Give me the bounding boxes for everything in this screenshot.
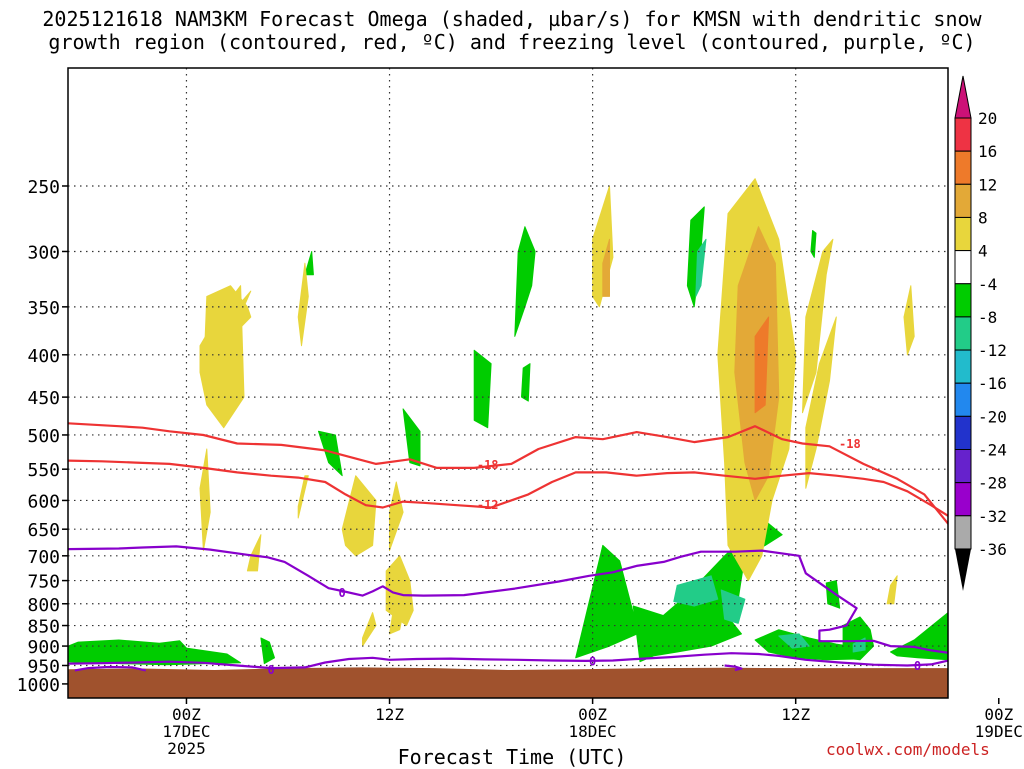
- colorbar-swatch-8: [955, 383, 971, 416]
- omega-region-15: [474, 350, 491, 427]
- colorbar-swatch-4: [955, 251, 971, 284]
- colorbar-swatch-9: [955, 416, 971, 449]
- colorbar-swatch-12: [955, 516, 971, 549]
- colorbar-label-2: 12: [978, 175, 997, 194]
- contour-label-5: 0: [589, 654, 596, 668]
- colorbar-label-3: 8: [978, 208, 988, 227]
- colorbar-swatch-11: [955, 483, 971, 516]
- colorbar-swatch-3: [955, 217, 971, 250]
- y-tick-label-800: 800: [27, 595, 60, 616]
- colorbar-swatch-1: [955, 151, 971, 184]
- y-tick-label-700: 700: [27, 547, 60, 568]
- y-tick-label-300: 300: [27, 242, 60, 263]
- colorbar-label-6: -8: [978, 308, 997, 327]
- colorbar-swatch-5: [955, 284, 971, 317]
- contour-label-4: 0: [267, 663, 274, 677]
- colorbar-label-9: -20: [978, 407, 1007, 426]
- colorbar-label-8: -16: [978, 374, 1007, 393]
- colorbar-top-arrow: [955, 76, 971, 118]
- omega-region-21: [522, 364, 531, 401]
- colorbar-swatch-2: [955, 184, 971, 217]
- terrain-fill: [68, 667, 948, 698]
- y-tick-label-650: 650: [27, 520, 60, 541]
- y-tick-label-600: 600: [27, 491, 60, 512]
- colorbar-bottom-arrow: [955, 549, 971, 591]
- colorbar-swatch-6: [955, 317, 971, 350]
- contour-label-1: -12: [477, 498, 499, 512]
- terrain-area: [68, 667, 948, 698]
- contour-label-0: -18: [477, 458, 499, 472]
- y-tick-label-750: 750: [27, 572, 60, 593]
- colorbar: 20 16 12 8 4 -4 -8 -12 -16 -20 -24 -28 -32 -36: [955, 76, 1007, 591]
- y-tick-label-550: 550: [27, 460, 60, 481]
- y-tick-label-850: 850: [27, 617, 60, 638]
- colorbar-label-5: -4: [978, 275, 997, 294]
- colorbar-swatch-7: [955, 350, 971, 383]
- x-tick-label-18-1: 12Z: [781, 705, 810, 724]
- contour-label-2: -18: [839, 437, 861, 451]
- y-axis: 250 300 350 400 450 500 550 600 650 700 7508008509…: [17, 177, 68, 696]
- colorbar-swatch-10: [955, 450, 971, 483]
- y-tick-label-350: 350: [27, 298, 60, 319]
- colorbar-label-12: -32: [978, 507, 1007, 526]
- colorbar-label-10: -24: [978, 441, 1007, 460]
- credit-text: coolwx.com/models: [826, 740, 990, 759]
- contour-label-6: 0: [914, 659, 921, 673]
- colorbar-label-13: -36: [978, 540, 1007, 559]
- y-tick-label-900: 900: [27, 637, 60, 658]
- y-tick-label-500: 500: [27, 426, 60, 447]
- x-tick-label-24-2: 19DEC: [975, 722, 1023, 741]
- y-tick-label-400: 400: [27, 346, 60, 367]
- y-tick-label-450: 450: [27, 388, 60, 409]
- colorbar-label-7: -12: [978, 341, 1007, 360]
- x-tick-label-6-1: 12Z: [375, 705, 404, 724]
- colorbar-label-4: 4: [978, 242, 988, 261]
- y-tick-label-250: 250: [27, 177, 60, 198]
- x-tick-label-12-2: 18DEC: [569, 722, 617, 741]
- colorbar-label-11: -28: [978, 474, 1007, 493]
- y-tick-label-1000: 1000: [17, 675, 60, 696]
- colorbar-swatch-0: [955, 118, 971, 151]
- contour-label-3: 0: [339, 586, 346, 600]
- colorbar-label-0: 20: [978, 109, 997, 128]
- colorbar-label-1: 16: [978, 142, 997, 161]
